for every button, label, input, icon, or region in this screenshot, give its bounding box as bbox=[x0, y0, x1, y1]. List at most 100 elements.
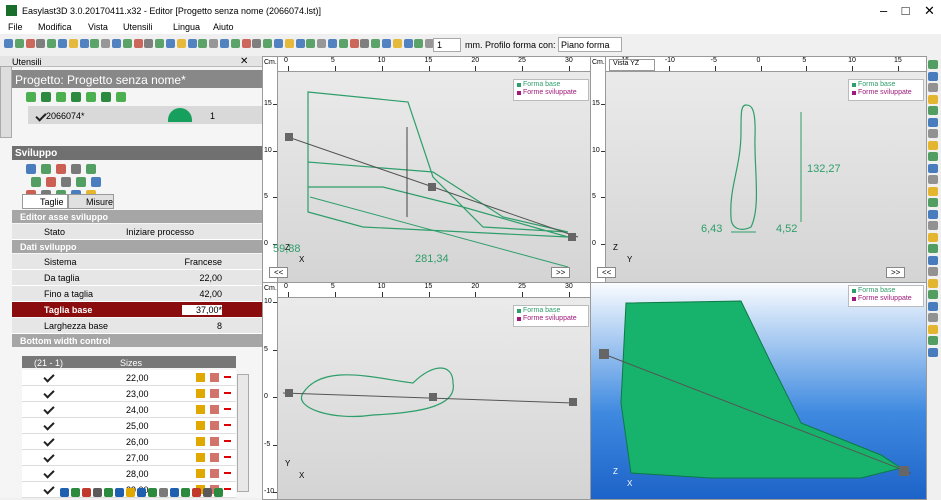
side-icon bbox=[928, 198, 938, 207]
dimension-label: 59,88 bbox=[273, 243, 301, 255]
ruler-x-label: 0 bbox=[284, 57, 288, 64]
row-icon bbox=[210, 469, 219, 478]
ruler-tick bbox=[273, 349, 277, 351]
ruler-y-label: -10 bbox=[264, 488, 275, 495]
ruler-tick bbox=[428, 292, 430, 297]
legend: Forma base Forme sviluppate bbox=[848, 79, 924, 101]
ruler-y-label: 0 bbox=[264, 240, 268, 247]
dimension-label: 4,52 bbox=[776, 223, 798, 235]
tool-icon bbox=[392, 39, 402, 48]
checkbox[interactable] bbox=[35, 110, 47, 122]
tool-icon bbox=[68, 39, 78, 48]
window-title: Easylast3D 3.0.20170411.x32 - Editor [Pr… bbox=[22, 6, 322, 16]
project-icon bbox=[86, 92, 96, 102]
nav-button[interactable]: >> bbox=[551, 267, 571, 278]
dimension-label: 281,34 bbox=[415, 253, 449, 265]
row-icon bbox=[196, 421, 205, 430]
property-name: Sistema bbox=[44, 257, 77, 267]
ruler-x-label: 15 bbox=[424, 283, 433, 290]
size-value: 22,00 bbox=[126, 373, 149, 383]
property-value[interactable]: 37,00* bbox=[182, 305, 222, 315]
sviluppo-icon bbox=[86, 164, 96, 174]
sviluppo-icon bbox=[61, 177, 71, 187]
property-value[interactable]: 42,00 bbox=[199, 289, 222, 299]
property-value[interactable]: Iniziare processo bbox=[126, 227, 195, 237]
project-icon bbox=[71, 92, 81, 102]
tool-icon bbox=[58, 39, 67, 48]
nav-button[interactable]: >> bbox=[886, 267, 906, 278]
panel-header bbox=[0, 56, 262, 67]
sviluppo-icon bbox=[46, 177, 56, 187]
navigator-tab: Navigator bbox=[0, 66, 12, 138]
menu-item[interactable]: Modifica bbox=[38, 22, 72, 32]
viewport-drawing bbox=[267, 91, 579, 268]
axis-label: X bbox=[299, 471, 305, 480]
ruler-y-label: 5 bbox=[264, 193, 268, 201]
side-icon bbox=[928, 255, 938, 265]
tool-icon bbox=[382, 39, 391, 48]
tool-icon bbox=[403, 39, 413, 48]
title-bar: Easylast3D 3.0.20170411.x32 - Editor [Pr… bbox=[0, 0, 941, 22]
legend-label: Forma base bbox=[523, 81, 561, 88]
menu-item[interactable]: Vista bbox=[88, 22, 108, 32]
property-name: Stato bbox=[44, 227, 66, 237]
axis-label: Y bbox=[285, 459, 291, 468]
tool-icon bbox=[338, 39, 348, 48]
property-value[interactable]: Francese bbox=[184, 257, 222, 267]
window-controls[interactable]: – □ ✕ bbox=[880, 3, 935, 18]
project-header bbox=[12, 70, 262, 88]
ruler-tick bbox=[601, 197, 605, 199]
sizes-col: Sizes bbox=[120, 358, 143, 368]
tool-icon bbox=[252, 39, 262, 48]
tab-label[interactable]: Taglie bbox=[40, 197, 64, 207]
item-row bbox=[28, 106, 262, 124]
property-value[interactable]: 8 bbox=[216, 321, 222, 331]
ruler-tick bbox=[601, 244, 605, 245]
ruler-y-label: 5 bbox=[592, 193, 596, 201]
ruler-x-label: 10 bbox=[377, 283, 386, 290]
side-icon bbox=[928, 106, 938, 115]
tab-label[interactable]: Misure bbox=[86, 197, 114, 207]
row-icon bbox=[224, 424, 231, 426]
bottom-icon bbox=[170, 488, 179, 497]
size-value: 28,00 bbox=[126, 469, 149, 479]
tool-icon bbox=[274, 39, 283, 48]
ruler-tick bbox=[569, 66, 570, 71]
ruler-x-label: 15 bbox=[894, 57, 902, 64]
legend-swatch bbox=[517, 317, 521, 321]
spin-box bbox=[433, 38, 461, 52]
legend-swatch bbox=[852, 289, 856, 293]
tool-icon bbox=[328, 39, 337, 48]
profile-select bbox=[558, 37, 622, 52]
row-icon bbox=[210, 373, 219, 382]
menu-item[interactable]: Utensili bbox=[123, 22, 153, 32]
sviluppo-title: Sviluppo bbox=[15, 148, 58, 159]
property-name: Taglia base bbox=[44, 305, 93, 315]
menu-item[interactable]: Aiuto bbox=[213, 22, 234, 32]
ruler-tick bbox=[273, 397, 277, 398]
ruler-x bbox=[591, 57, 926, 72]
menu-item[interactable]: File bbox=[8, 22, 23, 32]
row-icon bbox=[210, 453, 219, 462]
tool-icon bbox=[36, 39, 46, 48]
side-icon bbox=[928, 267, 938, 276]
side-icon bbox=[928, 336, 938, 345]
ruler-tick bbox=[522, 292, 524, 297]
row-icon bbox=[210, 405, 219, 414]
legend-swatch bbox=[852, 91, 856, 95]
bottom-icon bbox=[115, 488, 124, 497]
project-title: Progetto: Progetto senza nome* bbox=[15, 73, 186, 87]
nav-button[interactable]: << bbox=[597, 267, 617, 278]
nav-button[interactable]: << bbox=[269, 267, 289, 278]
tab bbox=[22, 194, 68, 209]
size-value: 25,00 bbox=[126, 421, 149, 431]
legend-label: Forme sviluppate bbox=[523, 89, 577, 96]
legend-label: Forme sviluppate bbox=[523, 315, 577, 322]
ruler-x-label: 20 bbox=[471, 57, 480, 64]
size-row bbox=[22, 450, 236, 466]
profile-value[interactable]: Piano forma bbox=[561, 40, 610, 50]
property-value[interactable]: 22,00 bbox=[199, 273, 222, 283]
ruler-y-label: 0 bbox=[264, 393, 268, 400]
menu-item[interactable]: Lingua bbox=[173, 22, 201, 32]
